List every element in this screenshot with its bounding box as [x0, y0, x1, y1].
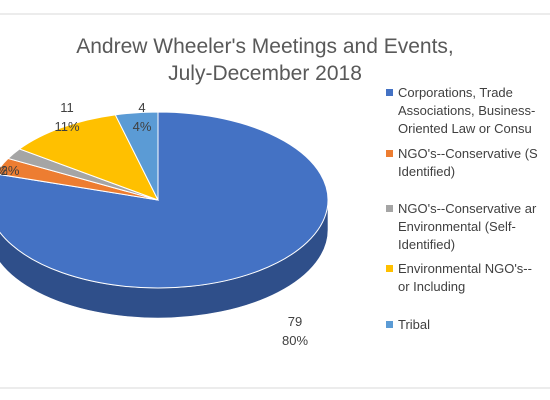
legend-label-0-line-0: Corporations, Trade — [398, 85, 513, 100]
legend-label-0-line-2: Oriented Law or Consu — [398, 121, 532, 136]
legend-label-2-line-1: Environmental (Self- — [398, 219, 516, 234]
data-label-percent-0: 80% — [282, 333, 308, 348]
data-label-percent-1: % — [0, 163, 8, 178]
legend-swatch-2 — [386, 205, 393, 212]
data-label-value-4: 4 — [138, 100, 145, 115]
legend-label-1-line-1: Identified) — [398, 164, 455, 179]
legend-swatch-0 — [386, 89, 393, 96]
pie-slice-3 — [18, 114, 160, 201]
pie-top — [0, 111, 329, 289]
legend-label-2-line-2: Identified) — [398, 237, 455, 252]
legend-label-0-line-1: Associations, Business- — [398, 103, 535, 118]
data-labels: 79 80%%2% 11 11% 4 4% — [0, 100, 308, 348]
legend-label-2-line-0: NGO's--Conservative ar — [398, 201, 537, 216]
legend-label-1-line-0: NGO's--Conservative (S — [398, 146, 538, 161]
chart-title-line-2: July-December 2018 — [168, 62, 362, 85]
data-label-percent-4: 4% — [133, 119, 152, 134]
legend-label-3-line-0: Environmental NGO's-- — [398, 261, 532, 276]
legend-swatch-1 — [386, 150, 393, 157]
legend-swatch-3 — [386, 265, 393, 272]
pie-slice-4 — [114, 111, 159, 201]
legend-label-4-line-0: Tribal — [398, 317, 430, 332]
data-label-percent-2: 2% — [1, 163, 20, 178]
data-label-value-3: 11 — [60, 100, 74, 115]
pie-slice-0 — [0, 111, 329, 289]
chart-title-line-1: Andrew Wheeler's Meetings and Events, — [76, 35, 454, 58]
legend-swatch-4 — [386, 321, 393, 328]
legend-label-3-line-1: or Including — [398, 279, 465, 294]
data-label-percent-3: 11% — [54, 119, 79, 134]
legend: Corporations, Trade Associations, Busines… — [386, 85, 538, 332]
data-label-value-0: 79 — [288, 314, 302, 329]
